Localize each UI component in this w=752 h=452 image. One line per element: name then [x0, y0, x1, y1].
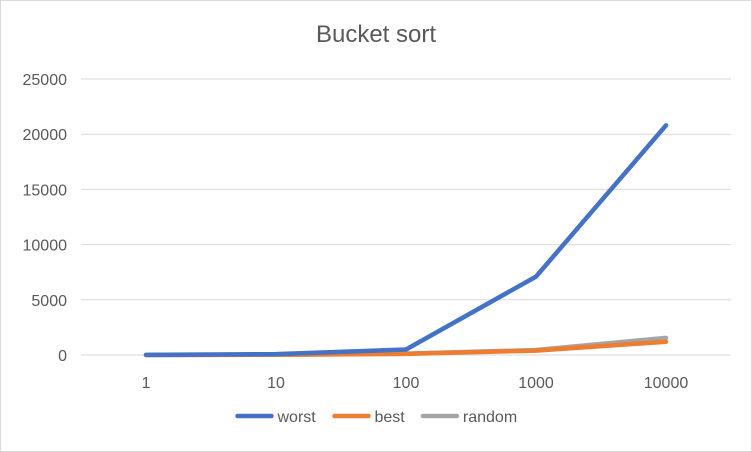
x-tick-label: 1000 — [518, 375, 554, 392]
y-tick-label: 0 — [58, 348, 67, 365]
x-tick-label: 10000 — [644, 375, 689, 392]
y-tick-label: 25000 — [23, 72, 68, 89]
x-tick-label: 10 — [267, 375, 285, 392]
chart-title: Bucket sort — [315, 21, 437, 48]
y-tick-label: 5000 — [31, 293, 67, 310]
x-tick-label: 1 — [142, 375, 151, 392]
x-tick-label: 100 — [393, 375, 420, 392]
y-tick-label: 15000 — [23, 182, 68, 199]
legend-label-random: random — [463, 409, 517, 426]
series-line-worst — [143, 123, 669, 358]
y-tick-label: 20000 — [23, 127, 68, 144]
y-tick-label: 10000 — [23, 238, 68, 255]
legend-label-worst: worst — [277, 409, 317, 426]
legend-label-best: best — [375, 409, 406, 426]
